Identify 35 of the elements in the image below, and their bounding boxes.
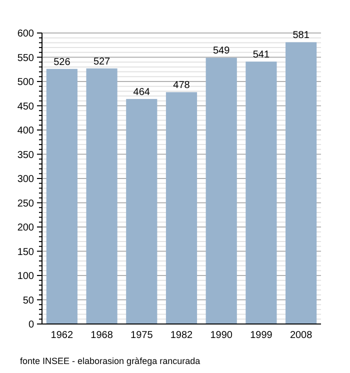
bar [166, 92, 198, 324]
data-label: 581 [292, 30, 310, 42]
data-label: 527 [93, 56, 111, 68]
data-label: 464 [133, 86, 150, 98]
x-tick-label: 1962 [50, 330, 74, 341]
bar [246, 62, 277, 324]
x-tick-label: 1975 [130, 330, 154, 341]
data-label: 541 [252, 50, 270, 61]
bar [206, 58, 237, 324]
source-note: fonte INSEE - elaborasion gràfega rancurada [20, 356, 200, 366]
bar [86, 68, 118, 324]
y-tick-label: 350 [17, 150, 34, 161]
y-tick-label: 0 [28, 320, 34, 330]
y-tick-label: 400 [17, 126, 34, 136]
y-tick-label: 500 [17, 77, 34, 88]
y-tick-label: 300 [17, 174, 34, 185]
y-tick-label: 50 [22, 295, 34, 306]
data-label: 549 [213, 46, 230, 57]
x-tick-label: 1990 [210, 330, 233, 341]
bar [46, 68, 78, 324]
y-tick-label: 150 [17, 246, 34, 258]
y-tick-label: 200 [17, 222, 34, 234]
bar [286, 42, 317, 324]
y-tick-label: 100 [17, 271, 34, 282]
data-label: 526 [54, 56, 71, 68]
data-label: 478 [173, 80, 190, 92]
x-tick-label: 1968 [90, 330, 114, 341]
y-tick-label: 450 [17, 101, 34, 112]
y-tick-label: 600 [17, 28, 34, 40]
x-tick-label: 1999 [250, 330, 273, 341]
y-tick-label: 550 [17, 52, 34, 64]
x-tick-label: 1982 [170, 330, 194, 341]
y-tick-label: 250 [17, 198, 34, 210]
x-tick-label: 2008 [290, 330, 313, 341]
bar [126, 98, 158, 324]
